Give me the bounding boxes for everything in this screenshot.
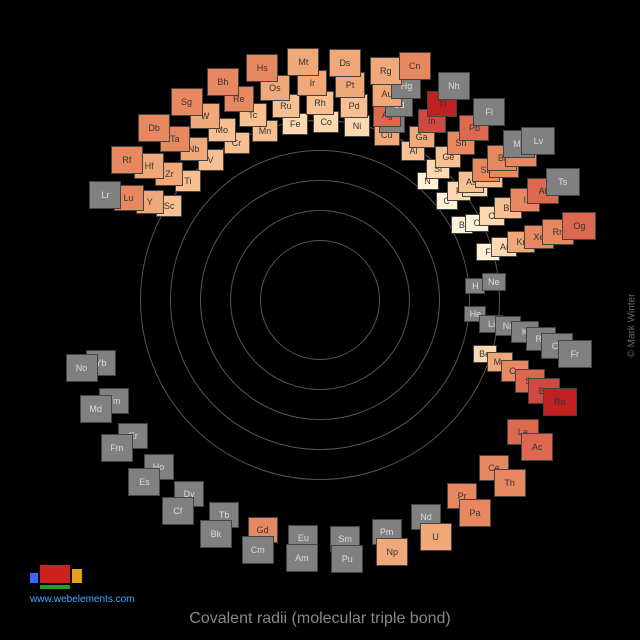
- element-nh: Nh: [438, 72, 470, 100]
- logo-bar: [30, 573, 38, 583]
- source-url[interactable]: www.webelements.com: [30, 594, 134, 605]
- element-cm: Cm: [242, 536, 274, 564]
- element-rg: Rg: [370, 57, 402, 85]
- element-am: Am: [286, 544, 318, 572]
- element-ne: Ne: [482, 273, 506, 291]
- element-no: No: [66, 354, 98, 382]
- element-pu: Pu: [331, 545, 363, 573]
- element-ra: Ra: [543, 388, 577, 416]
- element-np: Np: [376, 538, 408, 566]
- credit-text: © Mark Winter: [627, 293, 638, 357]
- webelements-logo: [30, 565, 90, 590]
- element-og: Og: [562, 212, 596, 240]
- element-hs: Hs: [246, 54, 278, 82]
- element-fr: Fr: [558, 340, 592, 368]
- element-lv: Lv: [521, 127, 555, 155]
- element-md: Md: [80, 395, 112, 423]
- chart-title: Covalent radii (molecular triple bond): [0, 610, 640, 628]
- element-ds: Ds: [329, 49, 361, 77]
- element-cn: Cn: [399, 52, 431, 80]
- logo-bar: [72, 569, 82, 583]
- element-es: Es: [128, 468, 160, 496]
- element-bk: Bk: [200, 520, 232, 548]
- element-bh: Bh: [207, 68, 239, 96]
- element-fl: Fl: [473, 98, 505, 126]
- source-link[interactable]: www.webelements.com: [30, 594, 134, 605]
- element-ac: Ac: [521, 433, 553, 461]
- element-th: Th: [494, 469, 526, 497]
- element-lr: Lr: [89, 181, 121, 209]
- element-ts: Ts: [546, 168, 580, 196]
- element-pa: Pa: [459, 499, 491, 527]
- element-fm: Fm: [101, 434, 133, 462]
- logo-bar: [40, 585, 70, 589]
- element-rf: Rf: [111, 146, 143, 174]
- element-db: Db: [138, 114, 170, 142]
- element-mt: Mt: [287, 48, 319, 76]
- logo-bar: [40, 565, 70, 583]
- element-u: U: [420, 523, 452, 551]
- element-sg: Sg: [171, 88, 203, 116]
- element-cf: Cf: [162, 497, 194, 525]
